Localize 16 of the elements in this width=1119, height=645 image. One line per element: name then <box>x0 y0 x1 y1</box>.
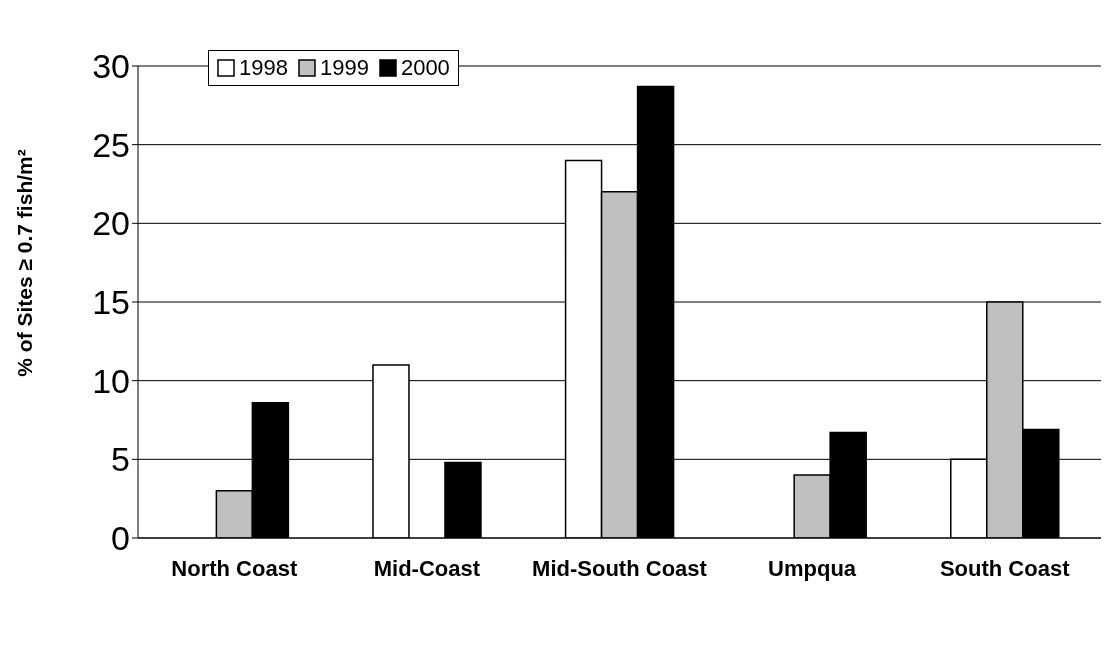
x-tick-label: South Coast <box>939 555 1071 581</box>
x-tick-label: Umpqua <box>768 555 857 581</box>
y-tick-label: 25 <box>92 125 130 164</box>
x-tick-label: Mid-South Coast <box>532 555 708 581</box>
y-tick-label: 15 <box>92 283 130 322</box>
x-tick-label: North Coast <box>171 555 298 581</box>
y-tick-label: 20 <box>92 204 130 243</box>
y-tick-label: 0 <box>111 519 130 558</box>
y-tick-label: 5 <box>111 440 130 479</box>
legend-label: 1999 <box>318 55 369 81</box>
y-tick-label: 30 <box>92 47 130 86</box>
legend-label: 2000 <box>399 55 450 81</box>
x-tick-label: Mid-Coast <box>373 555 481 581</box>
y-tick-label: 10 <box>92 361 130 400</box>
y-axis-title: % of Sites ≥ 0.7 fish/m² <box>13 149 36 377</box>
legend-label: 1998 <box>238 55 288 81</box>
